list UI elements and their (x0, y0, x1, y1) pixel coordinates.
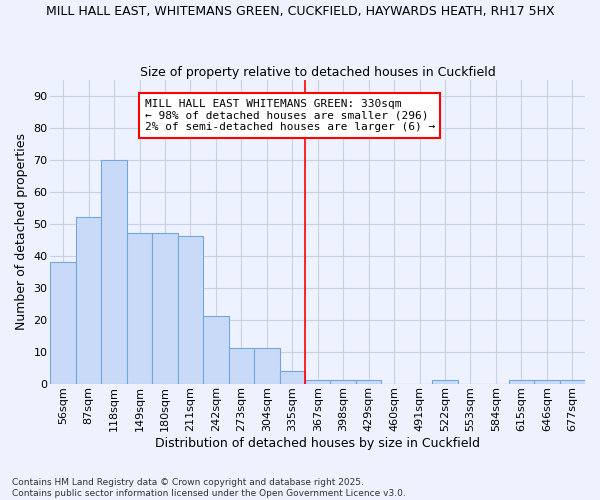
Bar (101, 160, 127, 384)
Bar (178, 236, 203, 384)
Text: MILL HALL EAST WHITEMANS GREEN: 330sqm
← 98% of detached houses are smaller (296: MILL HALL EAST WHITEMANS GREEN: 330sqm ←… (145, 99, 435, 132)
Bar (305, 380, 331, 384)
Bar (331, 380, 356, 384)
Bar (229, 348, 254, 384)
Bar (76, 217, 101, 384)
Bar (432, 380, 458, 384)
Bar (509, 380, 534, 384)
X-axis label: Distribution of detached houses by size in Cuckfield: Distribution of detached houses by size … (155, 437, 480, 450)
Bar (356, 380, 382, 384)
Bar (152, 233, 178, 384)
Bar (534, 380, 560, 384)
Bar (560, 380, 585, 384)
Text: MILL HALL EAST, WHITEMANS GREEN, CUCKFIELD, HAYWARDS HEATH, RH17 5HX: MILL HALL EAST, WHITEMANS GREEN, CUCKFIE… (46, 5, 554, 18)
Bar (127, 233, 152, 384)
Bar (50, 262, 76, 384)
Bar (203, 316, 229, 384)
Title: Size of property relative to detached houses in Cuckfield: Size of property relative to detached ho… (140, 66, 496, 78)
Bar (280, 370, 305, 384)
Y-axis label: Number of detached properties: Number of detached properties (15, 133, 28, 330)
Bar (254, 348, 280, 384)
Text: Contains HM Land Registry data © Crown copyright and database right 2025.
Contai: Contains HM Land Registry data © Crown c… (12, 478, 406, 498)
